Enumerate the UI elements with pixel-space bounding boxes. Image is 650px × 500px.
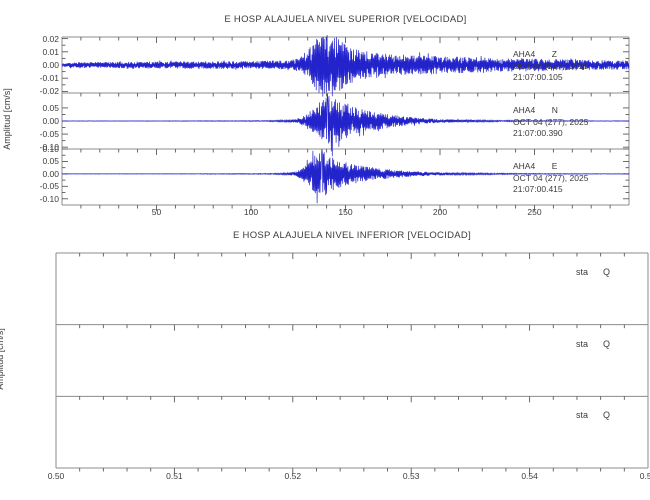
amplitude-axis-label-clipped: Amplitud [cm/s]: [0, 328, 5, 390]
waveform-trace-e: [61, 148, 630, 204]
y-tick-label: -0.05: [39, 129, 59, 140]
y-tick-label: -0.02: [39, 86, 59, 97]
empty-trace-station-label: sta Q: [575, 338, 610, 349]
x-tick-label: 200: [432, 207, 448, 217]
x-tick-label: 0.53: [402, 471, 420, 481]
y-tick-label: 0.00: [42, 60, 59, 70]
x-tick-label: 0.52: [284, 471, 302, 481]
waveform-trace-n: [61, 93, 630, 157]
lower-panel-title: E HOSP ALAJUELA NIVEL INFERIOR [VELOCIDA…: [232, 230, 472, 241]
station-channel: AHA4 N: [513, 105, 558, 115]
y-tick-label: -0.10: [39, 193, 59, 204]
y-tick-label: 0.00: [42, 168, 59, 179]
y-tick-label: 0.05: [42, 102, 59, 113]
y-tick-label: 0.05: [42, 156, 59, 167]
x-tick-label: 0.51: [166, 471, 183, 481]
seismogram-waveform-e: [61, 148, 630, 204]
lower-axis-ticks: [79, 253, 625, 474]
empty-trace-station-label: sta Q: [575, 267, 610, 277]
station-channel: AHA4 E: [513, 161, 558, 171]
x-tick-label: 250: [527, 207, 542, 217]
trace-start-time: 21:07:00.105: [513, 72, 563, 82]
y-tick-label: 0.02: [42, 33, 59, 44]
waveform-trace-z: [61, 34, 630, 97]
lower-plot-frame: [55, 252, 649, 469]
amplitude-axis-label: Amplitud [cm/s]: [2, 88, 12, 150]
trace-date: OCT 04 (277), 2025: [513, 172, 589, 183]
x-tick-label: 150: [338, 207, 353, 217]
y-tick-label: 0.01: [42, 46, 59, 57]
upper-panel-title: E HOSP ALAJUELA NIVEL SUPERIOR [VELOCIDA…: [224, 14, 467, 25]
x-tick-label: 0.54: [521, 471, 538, 481]
y-tick-label: 0.00: [42, 116, 59, 126]
x-tick-label: 0.50: [47, 471, 65, 481]
y-tick-label: -0.05: [39, 181, 59, 192]
upper-axis-ticks: [62, 37, 629, 211]
x-tick-label: 50: [151, 207, 162, 217]
empty-trace-station-label: sta Q: [575, 410, 610, 421]
trace-date: OCT 04 (277), 2025: [513, 116, 589, 127]
trace-info-label-z: AHA4 Z OCT 04 (277), 2025 21:07:00.105: [513, 49, 588, 84]
y-tick-label: -0.01: [39, 73, 59, 84]
x-tick-label: 0.55: [639, 471, 650, 481]
trace-info-label-e: AHA4 E OCT 04 (277), 2025 21:07:00.415: [513, 161, 588, 196]
trace-start-time: 21:07:00.415: [513, 184, 563, 194]
trace-start-time: 21:07:00.390: [513, 128, 563, 138]
seismogram-waveform-n: [61, 93, 630, 157]
trace-date: OCT 04 (277), 2025: [513, 60, 589, 71]
x-tick-label: 100: [243, 207, 259, 217]
trace-info-label-n: AHA4 N OCT 04 (277), 2025 21:07:00.390: [513, 105, 588, 140]
y-tick-label: 0.10: [42, 144, 59, 154]
seismogram-waveform-z: [61, 34, 630, 97]
y-tick-label: -0.10: [39, 142, 59, 153]
station-channel: AHA4 Z: [513, 49, 557, 59]
